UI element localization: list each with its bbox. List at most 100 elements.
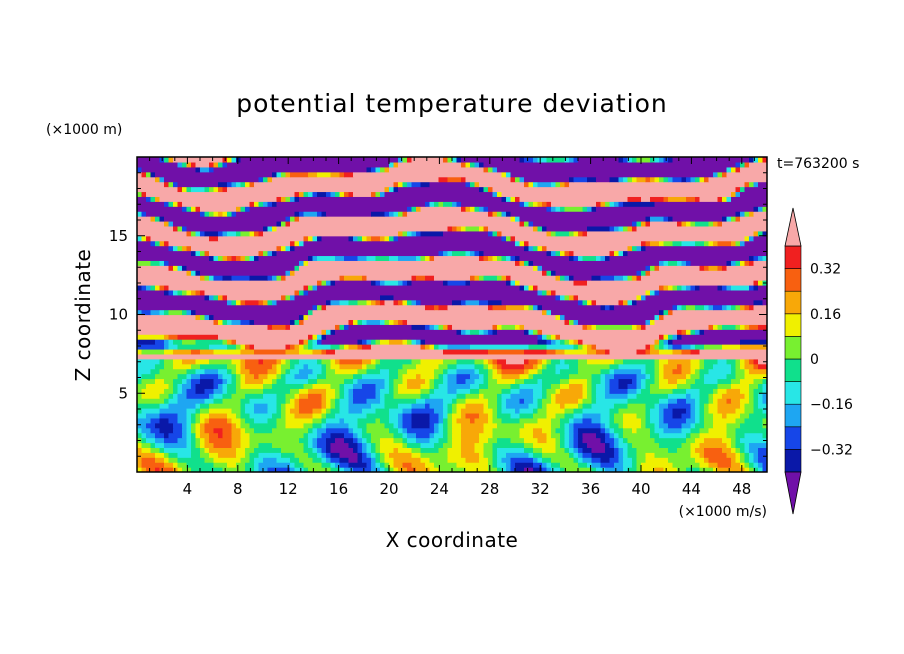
field-cell bbox=[398, 368, 408, 375]
field-cell bbox=[740, 358, 746, 365]
field-cell bbox=[402, 230, 408, 237]
field-cell bbox=[407, 280, 413, 286]
field-cell bbox=[492, 186, 737, 193]
field-cell bbox=[713, 324, 719, 330]
field-cell bbox=[272, 176, 440, 183]
field-cell bbox=[290, 467, 296, 472]
field-cell bbox=[731, 196, 767, 202]
field-cell bbox=[470, 250, 476, 257]
field-cell bbox=[146, 422, 156, 429]
field-cell bbox=[380, 388, 390, 394]
field-cell bbox=[492, 363, 498, 370]
field-cell bbox=[443, 427, 449, 434]
field-cell bbox=[348, 235, 354, 242]
field-cell bbox=[569, 250, 575, 257]
field-cell bbox=[668, 422, 683, 429]
field-cell bbox=[744, 363, 755, 370]
field-cell bbox=[731, 304, 737, 311]
field-cell bbox=[753, 388, 764, 394]
field-cell bbox=[636, 275, 642, 281]
field-cell bbox=[695, 344, 705, 350]
field-cell bbox=[303, 235, 309, 242]
field-cell bbox=[308, 373, 318, 380]
field-cell bbox=[344, 417, 359, 424]
field-cell bbox=[222, 432, 233, 439]
field-cell bbox=[650, 216, 665, 222]
field-cell bbox=[465, 181, 471, 188]
field-cell bbox=[650, 176, 656, 183]
field-cell bbox=[470, 280, 507, 286]
field-cell bbox=[726, 358, 737, 365]
field-cell bbox=[672, 368, 683, 375]
field-cell bbox=[344, 437, 354, 444]
field-cell bbox=[371, 235, 381, 242]
field-cell bbox=[276, 373, 282, 380]
field-cell bbox=[510, 462, 516, 468]
field-cell bbox=[375, 393, 381, 399]
field-cell bbox=[506, 211, 512, 217]
field-cell bbox=[497, 275, 503, 281]
field-cell bbox=[326, 427, 350, 434]
field-cell bbox=[429, 422, 435, 429]
field-cell bbox=[326, 211, 372, 217]
field-cell bbox=[227, 412, 237, 419]
field-cell bbox=[384, 398, 417, 404]
field-cell bbox=[173, 265, 179, 271]
field-cell bbox=[497, 191, 503, 197]
field-cell bbox=[429, 393, 458, 399]
field-cell bbox=[551, 289, 557, 296]
field-cell bbox=[533, 388, 543, 394]
field-cell bbox=[353, 432, 359, 439]
field-cell bbox=[722, 447, 732, 453]
field-cell bbox=[389, 211, 395, 217]
field-cell bbox=[690, 348, 701, 355]
field-cell bbox=[456, 363, 476, 370]
field-cell bbox=[213, 255, 219, 261]
field-cell bbox=[546, 339, 552, 345]
field-cell bbox=[285, 398, 291, 404]
field-cell bbox=[461, 447, 476, 453]
field-cell bbox=[137, 408, 143, 414]
field-cell bbox=[591, 378, 602, 384]
field-cell bbox=[663, 309, 669, 316]
field-cell bbox=[209, 166, 215, 173]
field-cell bbox=[623, 299, 629, 306]
field-cell bbox=[182, 225, 188, 232]
field-cell bbox=[474, 275, 480, 281]
field-cell bbox=[488, 378, 498, 384]
field-cell bbox=[546, 408, 566, 414]
field-cell bbox=[749, 412, 767, 419]
field-cell bbox=[227, 383, 237, 389]
x-tick-label: 32 bbox=[531, 480, 550, 498]
field-cell bbox=[708, 240, 714, 247]
field-cell bbox=[605, 304, 611, 311]
field-cell bbox=[137, 417, 152, 424]
field-cell bbox=[218, 368, 228, 375]
field-cell bbox=[245, 299, 260, 306]
field-cell bbox=[623, 437, 629, 444]
field-cell bbox=[141, 408, 161, 414]
field-cell bbox=[362, 358, 372, 365]
field-cell bbox=[672, 339, 741, 345]
field-cell bbox=[204, 368, 219, 375]
field-cell bbox=[416, 206, 422, 212]
field-cell bbox=[240, 422, 251, 429]
field-cell bbox=[596, 201, 602, 207]
colorbar-tick-label: 0.16 bbox=[810, 307, 841, 323]
field-cell bbox=[420, 442, 435, 448]
field-cell bbox=[537, 181, 552, 188]
field-cell bbox=[371, 166, 377, 173]
field-cell bbox=[443, 417, 449, 424]
field-cell bbox=[636, 427, 651, 434]
field-cell bbox=[317, 437, 327, 444]
field-cell bbox=[699, 462, 710, 468]
field-cell bbox=[762, 422, 767, 429]
field-cell bbox=[348, 403, 372, 409]
field-cell bbox=[510, 255, 516, 261]
colorbar-band bbox=[784, 426, 802, 450]
field-cell bbox=[627, 245, 633, 252]
field-cell bbox=[753, 462, 759, 468]
field-cell bbox=[726, 452, 737, 458]
field-cell bbox=[447, 422, 453, 429]
